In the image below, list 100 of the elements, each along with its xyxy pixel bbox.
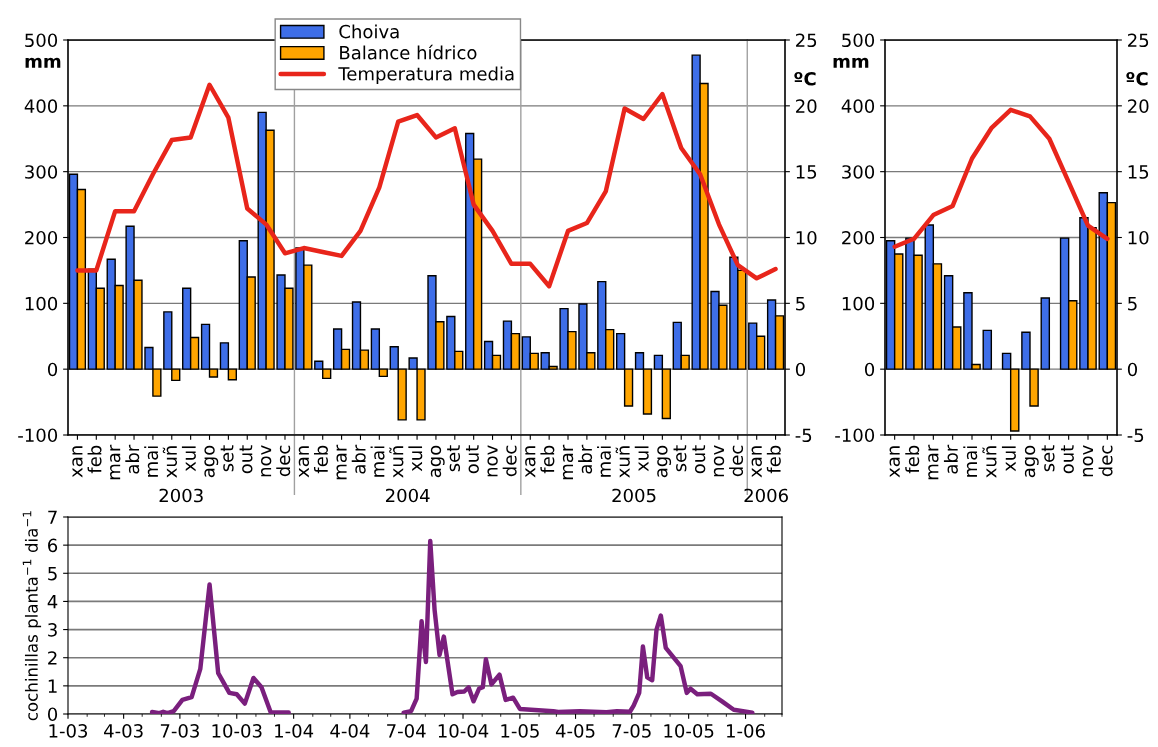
y-tick-label: 0: [864, 362, 875, 377]
x-tick-label: 4-05: [555, 724, 595, 738]
x-tick-label: ago: [1024, 445, 1039, 478]
x-tick-label: 7-05: [612, 724, 651, 738]
x-tick-label: abr: [125, 444, 140, 474]
y2-tick-label: -5: [795, 428, 812, 443]
x-tick-label: out: [465, 445, 479, 474]
y-tick-label: 400: [841, 99, 875, 113]
x-tick-label: ago: [204, 445, 219, 478]
text: 2006: [744, 488, 788, 503]
x-tick-label: feb: [766, 445, 781, 474]
x-tick-label: xan: [751, 446, 762, 478]
x-tick-label: xuñ: [162, 446, 178, 478]
y2-tick-label: 20: [796, 99, 817, 113]
x-tick-label: mai: [370, 446, 385, 477]
x-tick-label: xuñ: [389, 446, 404, 478]
x-tick-label: out: [692, 445, 706, 474]
y-tick-label: 500: [25, 33, 58, 48]
x-tick-label: mai: [597, 446, 611, 477]
x-tick-label: feb: [313, 445, 328, 474]
x-tick-label: set: [447, 445, 461, 472]
y2-tick-label: 15: [796, 165, 817, 179]
y2-tick-label: 20: [1128, 99, 1149, 113]
y2-axis-title: ºC: [794, 71, 816, 86]
x-tick-label: mar: [562, 444, 574, 480]
y-tick-label: 100: [25, 296, 58, 311]
x-tick-label: xuñ: [982, 446, 997, 478]
x-tick-label: nov: [713, 445, 725, 477]
x-tick-label: mar: [928, 444, 939, 480]
y2-tick-label: 15: [1128, 165, 1149, 179]
x-tick-label: 1-06: [727, 724, 765, 738]
y2-tick-label: 5: [796, 297, 805, 311]
y-axis-title: cochinillas planta$^{−1}$ dia$^{−1}$: [22, 511, 42, 721]
y-tick-label: 300: [842, 165, 875, 179]
x-tick-label: dec: [729, 445, 744, 477]
text: 2004: [385, 488, 430, 503]
x-tick-label: feb: [905, 445, 920, 474]
x-tick-label: xan: [298, 446, 310, 478]
y2-tick-label: 25: [796, 33, 817, 48]
x-tick-label: ago: [430, 445, 445, 478]
x-tick-label: 10-03: [212, 724, 262, 738]
y-tick-label: 0: [47, 707, 58, 722]
x-tick-label: set: [673, 445, 687, 472]
y-tick-label: -100: [835, 428, 875, 443]
y-tick-label: 5: [48, 566, 57, 581]
x-tick-label: 1-03: [49, 724, 88, 738]
x-tick-label: feb: [87, 445, 102, 474]
y2-tick-label: 10: [1128, 230, 1149, 245]
x-tick-label: out: [239, 445, 253, 474]
x-tick-label: xul: [1001, 446, 1016, 472]
y-tick-label: 2: [48, 651, 57, 665]
x-tick-label: feb: [540, 445, 555, 474]
x-tick-label: mai: [963, 446, 978, 477]
x-tick-label: mai: [144, 446, 159, 477]
x-tick-label: abr: [578, 444, 593, 474]
y-tick-label: 6: [48, 538, 58, 553]
x-tick-label: ago: [657, 445, 672, 478]
y2-tick-label: 10: [796, 230, 817, 245]
legend-label: Balance hídrico: [340, 44, 477, 60]
x-tick-label: nov: [1082, 445, 1094, 477]
y2-tick-label: 5: [1128, 297, 1137, 311]
y-tick-label: -100: [18, 428, 58, 443]
x-tick-label: xan: [889, 446, 900, 478]
y-tick-label: 200: [25, 230, 58, 245]
y-tick-label: 400: [24, 99, 58, 113]
line-series: [892, 107, 1110, 249]
x-tick-label: xul: [408, 446, 423, 472]
y-tick-label: 300: [25, 165, 58, 179]
x-tick-label: mar: [110, 444, 121, 480]
x-tick-label: abr: [351, 444, 366, 474]
x-tick-label: dec: [502, 445, 517, 477]
x-tick-label: xan: [525, 446, 536, 478]
y-tick-label: 7: [48, 510, 57, 524]
x-tick-label: out: [1060, 445, 1074, 474]
bar: [982, 329, 993, 370]
y-axis-title: mm: [25, 57, 61, 68]
x-tick-label: nov: [487, 445, 498, 477]
x-tick-label: set: [220, 445, 234, 472]
x-tick-label: 4-04: [330, 724, 370, 738]
y2-tick-label: -5: [1127, 428, 1144, 443]
bar: [1040, 297, 1051, 370]
legend-label: Choiva: [339, 24, 399, 39]
line-series: [75, 82, 778, 289]
x-tick-label: dec: [1098, 445, 1113, 477]
y2-tick-label: 25: [1128, 33, 1149, 48]
y-tick-label: 500: [842, 33, 875, 48]
y-tick-label: 4: [47, 595, 58, 609]
y-axis-title: mm: [833, 57, 869, 68]
x-tick-label: nov: [260, 445, 272, 477]
y-tick-label: 0: [47, 362, 58, 377]
x-tick-label: 7-04: [387, 724, 426, 738]
y2-tick-label: 0: [795, 362, 806, 377]
x-tick-label: 10-05: [664, 724, 714, 738]
y2-tick-label: 0: [1127, 362, 1138, 377]
y-tick-label: 1: [48, 679, 57, 693]
x-tick-label: xul: [181, 446, 196, 472]
legend-label: Temperatura media: [338, 66, 514, 85]
y-tick-label: 200: [842, 230, 875, 245]
x-tick-label: 7-03: [160, 724, 199, 738]
x-tick-label: 1-05: [501, 724, 539, 738]
